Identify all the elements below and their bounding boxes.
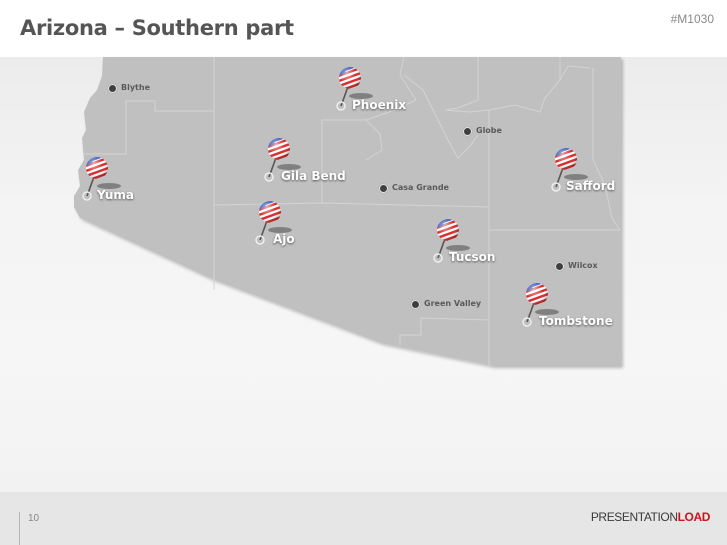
- footer: 10 PRESENTATIONLOAD: [0, 492, 727, 545]
- brand-suffix: LOAD: [677, 510, 711, 524]
- pin-label-yuma: Yuma: [97, 188, 134, 202]
- footer-divider: [19, 512, 20, 545]
- city-dot-icon: [411, 300, 420, 309]
- pin-label-tucson: Tucson: [449, 250, 496, 264]
- city-dot-icon: [108, 84, 117, 93]
- city-label-casa-grande: Casa Grande: [392, 183, 449, 192]
- brand-logo: PRESENTATIONLOAD: [590, 510, 711, 524]
- pin-label-safford: Safford: [566, 179, 616, 193]
- slide-code: #M1030: [670, 12, 714, 26]
- pins: [79, 61, 588, 327]
- city-dot-icon: [555, 262, 564, 271]
- pin-label-gila-bend: Gila Bend: [281, 169, 346, 183]
- pin-label-tombstone: Tombstone: [539, 314, 613, 328]
- city-label-green-valley: Green Valley: [424, 299, 482, 308]
- pin-label-phoenix: Phoenix: [352, 98, 407, 112]
- pin-label-ajo: Ajo: [273, 232, 295, 246]
- state-shape: [74, 57, 621, 366]
- city-label-wilcox: Wilcox: [568, 261, 598, 270]
- page-title: Arizona – Southern part: [20, 16, 294, 40]
- city-dot-icon: [463, 127, 472, 136]
- page-number: 10: [28, 513, 40, 524]
- city-label-blythe: Blythe: [121, 83, 150, 92]
- city-dot-icon: [379, 184, 388, 193]
- brand-prefix: PRESENTATION: [590, 510, 678, 524]
- city-label-globe: Globe: [476, 126, 502, 135]
